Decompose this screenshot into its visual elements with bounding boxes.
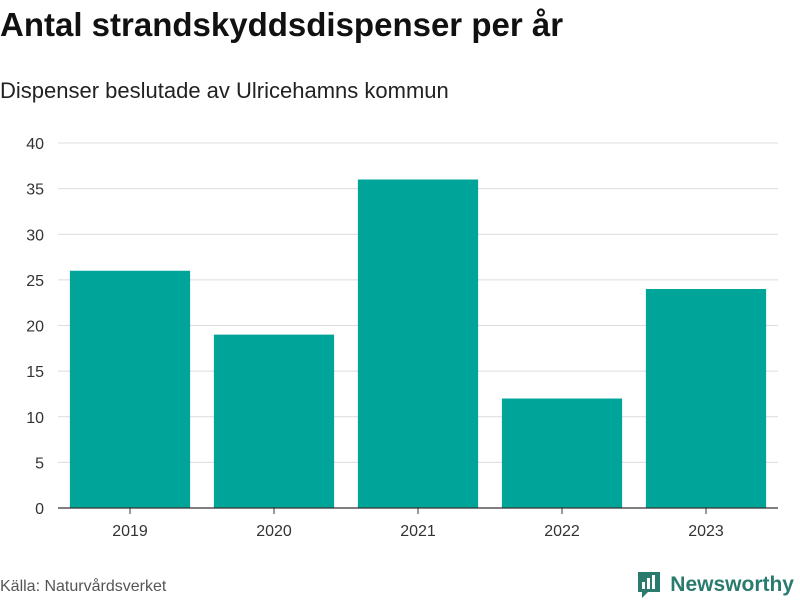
bar-2021 [357,179,479,508]
y-tick-label: 15 [26,364,44,381]
bar-2019 [69,270,191,508]
y-tick-label: 30 [26,227,44,244]
y-tick-label: 25 [26,273,44,290]
y-tick-label: 5 [35,455,44,472]
brand-logo: Newsworthy [636,570,794,600]
x-tick-label: 2020 [256,523,292,540]
chart-subtitle: Dispenser beslutade av Ulricehamns kommu… [0,78,449,103]
x-tick-label: 2023 [688,523,724,540]
y-tick-label: 35 [26,182,44,199]
bar-chart-logo-icon [638,572,661,598]
bar-2023 [645,289,767,508]
source-note: Källa: Naturvårdsverket [0,578,167,595]
bar-2022 [501,398,623,508]
x-axis-ticks: 2019 2020 2021 2022 2023 [112,508,724,540]
y-tick-label: 40 [26,136,44,153]
bar-2020 [213,334,335,508]
y-tick-label: 20 [26,319,44,336]
y-tick-label: 10 [26,410,44,427]
bars [69,179,767,508]
x-tick-label: 2022 [544,523,580,540]
y-tick-label: 0 [35,501,44,518]
x-tick-label: 2021 [400,523,436,540]
bar-chart: 0 5 10 15 20 25 30 35 40 2019 2020 2021 2022 2023 [26,136,778,540]
brand-name: Newsworthy [670,573,794,596]
x-tick-label: 2019 [112,523,148,540]
chart-title: Antal strandskyddsdispenser per år [0,6,564,43]
y-axis-ticks: 0 5 10 15 20 25 30 35 40 [26,136,44,518]
